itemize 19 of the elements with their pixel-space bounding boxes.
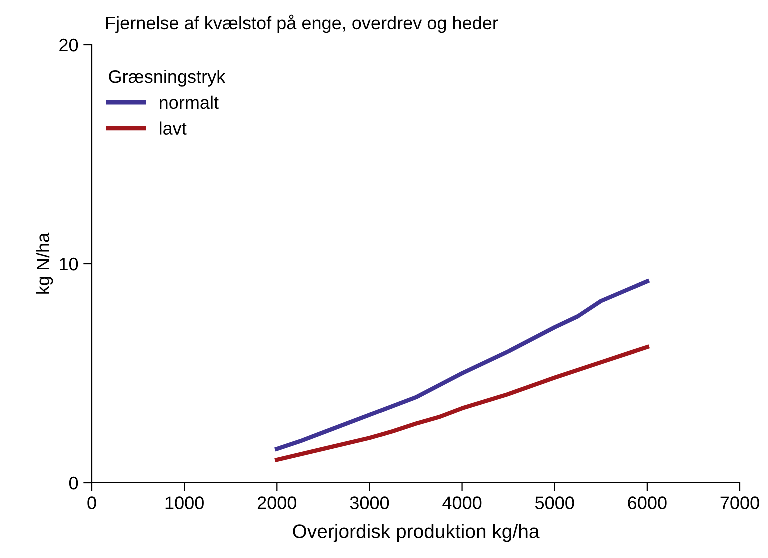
y-tick-label: 10 [60,258,78,271]
chart-title: Fjernelse af kvælstof på enge, overdrev og heder [106,14,498,34]
x-tick-label: 1000 [166,496,204,510]
y-tick-label: 0 [69,476,78,490]
y-axis-title: kg N/ha [36,232,54,294]
x-tick-label: 4000 [442,496,482,510]
x-tick-label: 7000 [720,496,760,510]
legend-label: normalt [160,96,219,110]
x-tick-label: 3000 [350,496,390,510]
legend-label: lavt [160,122,187,135]
x-tick-label: 0 [88,496,96,510]
x-axis-title: Overjordisk produktion kg/ha [293,524,540,542]
line-series [275,279,650,452]
x-tick-label: 2000 [258,496,297,510]
line-series [275,345,650,462]
y-tick-label: 20 [60,38,78,52]
legend-title: Græsningstryk [109,70,226,87]
x-tick-label: 5000 [536,496,574,510]
x-tick-label: 6000 [628,496,667,510]
